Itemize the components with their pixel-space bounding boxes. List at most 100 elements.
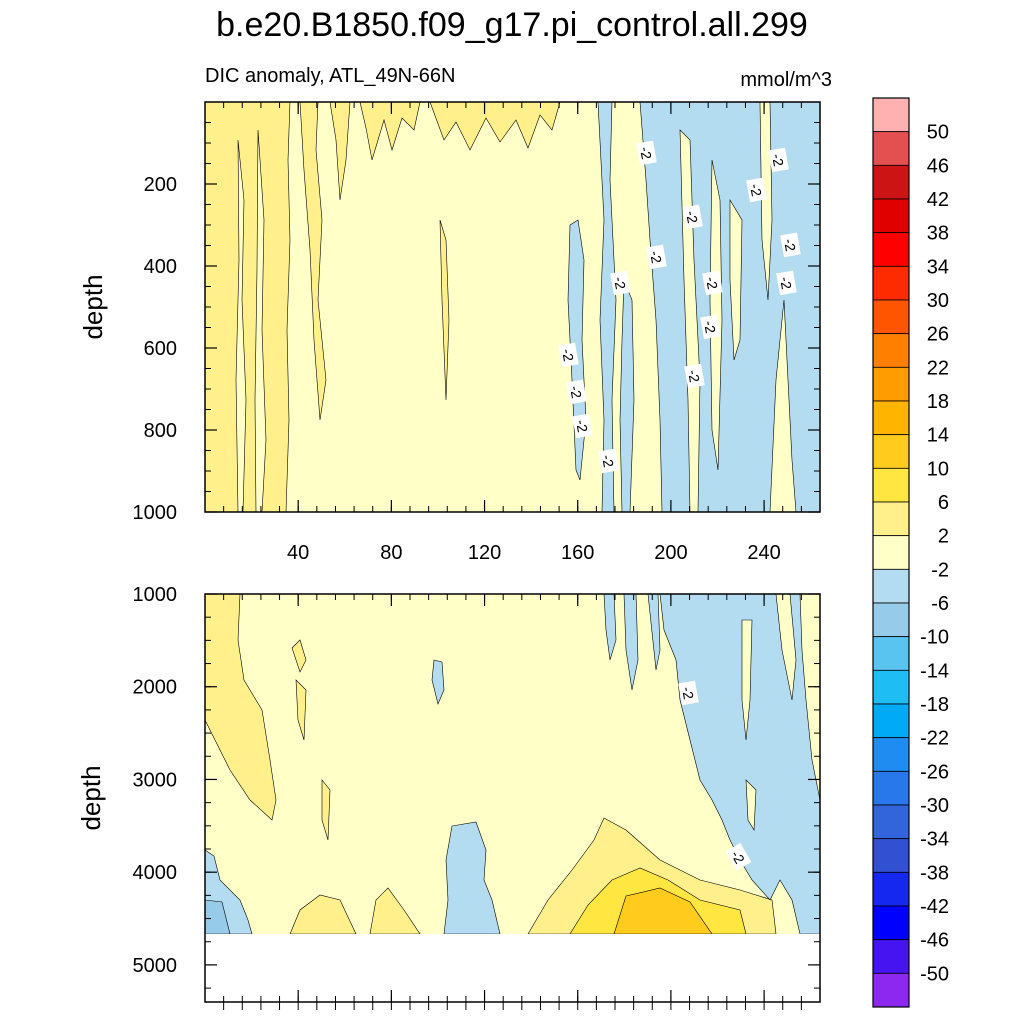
colorbar-level-label: 26 [927, 324, 949, 346]
upper-contour-label: -2 [684, 363, 705, 389]
lower-contour-label: -2 [678, 680, 699, 706]
upper-contour-label: -2 [598, 448, 619, 474]
upper-contour-label: -2 [746, 177, 767, 203]
upper-contour-label-text: -2 [777, 275, 795, 290]
upper-contour-label-text: -2 [637, 145, 655, 160]
colorbar-level-label: -18 [920, 694, 949, 716]
colorbar-swatch [872, 467, 910, 503]
upper-contour-label-text: -2 [559, 347, 577, 362]
colorbar: 50 46 42 38 34 30 26 22 18 14 10 6 2 -2 -6 -10 -14 -18 -22… [872, 97, 949, 1008]
lower-region-positive-patches [291, 639, 331, 841]
upper-contour-label-bg [636, 140, 657, 166]
colorbar-swatch [872, 838, 910, 873]
colorbar-level-label: -38 [920, 862, 949, 884]
colorbar-swatch [872, 366, 910, 402]
upper-contour-label-bg [776, 270, 797, 296]
colorbar-level-label: -22 [920, 728, 949, 750]
upper-y-axis-label: depth [78, 274, 108, 339]
upper-contour-label-bg [566, 379, 587, 405]
upper-tick-layer: 200 400 600 800 1000 40 80 120 160 200 240 [133, 101, 820, 564]
colorbar-level-label: 22 [927, 357, 949, 379]
colorbar-swatch [872, 804, 910, 840]
colorbar-swatch [872, 568, 910, 604]
upper-contour-label-text: -2 [683, 209, 701, 224]
colorbar-swatch [872, 602, 910, 638]
x-tick-label: 40 [287, 542, 309, 564]
lower-region-negative-patches [431, 659, 501, 935]
colorbar-level-label: 38 [927, 223, 949, 245]
lower-y-axis-label: depth [76, 765, 106, 830]
colorbar-frame [872, 97, 910, 1008]
colorbar-level-label: -6 [931, 593, 949, 615]
lower-contour-label-bg [725, 842, 752, 871]
lower-contour-label-text: -2 [679, 685, 697, 700]
figure-title: b.e20.B1850.f09_g17.pi_control.all.299 [216, 6, 808, 44]
upper-field [204, 101, 821, 513]
upper-contour-label: -2 [572, 413, 593, 439]
lower-region-missing [205, 934, 820, 1002]
colorbar-level-label: -10 [920, 627, 949, 649]
colorbar-swatch [872, 164, 910, 200]
lower-y-tick-label: 2000 [133, 677, 178, 699]
units-label: mmol/m^3 [740, 69, 832, 91]
colorbar-swatch [872, 501, 910, 537]
upper-contour-label-bg [700, 314, 721, 340]
upper-contour-label: -2 [768, 147, 789, 173]
colorbar-swatch [872, 737, 910, 772]
upper-contour-label-bg [684, 363, 705, 389]
upper-y-tick-label: 400 [144, 256, 177, 278]
upper-contour-label: -2 [682, 204, 703, 230]
lower-panel-frame [204, 593, 821, 1003]
lower-y-tick-label: 5000 [133, 955, 178, 977]
x-tick-label: 120 [468, 542, 501, 564]
colorbar-swatch [872, 972, 910, 1008]
colorbar-level-label: 6 [938, 492, 949, 514]
colorbar-swatch [872, 770, 910, 806]
upper-contour-label-text: -2 [781, 237, 799, 252]
colorbar-level-label: 50 [927, 122, 949, 144]
upper-contour-label-layer: -2 -2 -2 -2 -2 -2 -2 -2 -2 -2 -2 -2 -2 -2 -2 [558, 140, 801, 474]
upper-y-tick-label: 200 [144, 174, 177, 196]
upper-contour-label-bg [610, 270, 631, 296]
colorbar-swatch [872, 669, 910, 705]
lower-contour-label: -2 [725, 842, 752, 871]
colorbar-level-label: -50 [920, 963, 949, 985]
lower-contour-label-layer: -2 -2 [678, 680, 752, 871]
colorbar-swatch [872, 198, 910, 234]
upper-contour-label: -2 [702, 270, 723, 296]
colorbar-swatch [872, 97, 910, 133]
lower-field [204, 593, 821, 1003]
lower-contour-label-bg [678, 680, 699, 706]
upper-contour-label-text: -2 [647, 249, 665, 264]
upper-contour-label-text: -2 [703, 275, 721, 290]
colorbar-level-label: 34 [927, 256, 949, 278]
upper-y-tick-label: 600 [144, 338, 177, 360]
colorbar-level-label: 42 [927, 189, 949, 211]
lower-panel: 1000 2000 3000 4000 5000 -2 -2 depth [76, 584, 821, 1010]
upper-contour-label-bg [646, 244, 667, 270]
colorbar-level-label: -42 [920, 896, 949, 918]
upper-contour-label-text: -2 [611, 275, 629, 290]
upper-contour-label: -2 [566, 379, 587, 405]
colorbar-swatch [872, 939, 910, 974]
upper-contour-label: -2 [610, 270, 631, 296]
upper-region-negative-east [639, 101, 821, 513]
upper-y-tick-label: 800 [144, 420, 177, 442]
colorbar-level-label: 30 [927, 290, 949, 312]
upper-contour-label-bg [598, 448, 619, 474]
upper-contour-label-text: -2 [599, 453, 617, 468]
colorbar-level-label: 14 [927, 425, 949, 447]
lower-y-tick-label: 1000 [133, 584, 178, 606]
upper-contour-label: -2 [558, 342, 579, 368]
upper-contour-label-bg [572, 413, 593, 439]
upper-region-positive-west [204, 101, 291, 513]
colorbar-swatch [872, 434, 910, 469]
upper-contour-label-text: -2 [685, 368, 703, 383]
colorbar-swatch [872, 232, 910, 267]
colorbar-swatch [872, 871, 910, 907]
upper-contour-label-bg [682, 204, 703, 230]
colorbar-swatch [872, 265, 910, 301]
upper-contour-label: -2 [646, 244, 667, 270]
